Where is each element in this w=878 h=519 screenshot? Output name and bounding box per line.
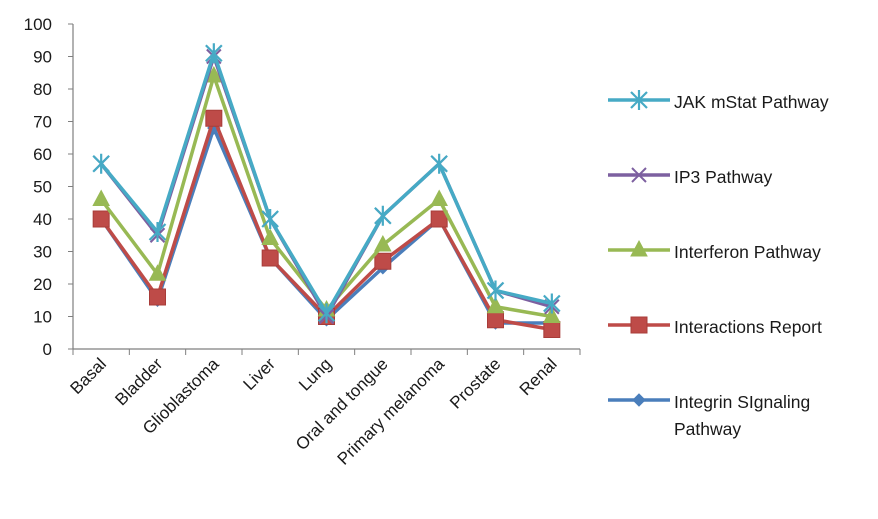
legend-label: Interferon Pathway <box>674 242 821 262</box>
y-tick-label: 60 <box>33 145 52 164</box>
legend-item: JAK mStat Pathway <box>606 88 876 163</box>
data-point <box>148 222 167 242</box>
data-point <box>317 303 336 324</box>
legend: JAK mStat Pathway IP3 Pathway Interferon P… <box>606 88 876 463</box>
data-point <box>261 209 279 229</box>
legend-swatch <box>608 239 670 257</box>
data-point <box>148 264 167 281</box>
series-line <box>99 54 553 319</box>
legend-label: JAK mStat Pathway <box>674 92 829 112</box>
series-layer <box>92 43 561 338</box>
x-tick-label: Bladder <box>111 354 166 409</box>
data-point <box>430 210 448 228</box>
data-point <box>261 249 279 267</box>
series-line <box>99 126 552 325</box>
data-point <box>92 189 111 206</box>
data-point <box>543 293 561 314</box>
data-point <box>430 153 448 174</box>
series-line <box>99 51 553 315</box>
series-line <box>99 116 553 332</box>
y-tick-label: 30 <box>33 243 52 262</box>
x-tick-label: Liver <box>239 354 279 394</box>
data-point <box>374 205 392 226</box>
legend-item: Interactions Report <box>606 313 876 388</box>
data-point <box>430 189 449 206</box>
data-point <box>486 280 505 301</box>
legend-swatch <box>608 316 670 334</box>
x-tick-label: Renal <box>516 354 561 399</box>
y-tick-label: 80 <box>33 80 52 99</box>
data-point <box>542 306 561 323</box>
legend-item: Interferon Pathway <box>606 238 876 313</box>
x-tick-label: Primary melanoma <box>334 354 449 469</box>
data-point <box>205 43 223 64</box>
y-tick-label: 20 <box>33 275 52 294</box>
series-interferon-pathway <box>92 65 561 323</box>
data-point <box>92 153 110 174</box>
data-point <box>261 228 280 245</box>
data-point <box>149 288 166 306</box>
legend-swatch <box>608 90 670 110</box>
data-point <box>543 321 561 338</box>
x-tick-label: Basal <box>66 354 110 398</box>
y-tick-label: 90 <box>33 48 52 67</box>
data-point <box>92 210 110 228</box>
y-tick-label: 40 <box>33 210 52 229</box>
data-point <box>374 252 392 270</box>
legend-item: IP3 Pathway <box>606 163 876 238</box>
data-point <box>373 234 392 252</box>
legend-label: Integrin SIgnaling Pathway <box>674 392 811 439</box>
legend-marker <box>630 239 648 257</box>
legend-marker <box>632 393 646 407</box>
y-tick-label: 50 <box>33 178 52 197</box>
legend-label: Interactions Report <box>674 317 822 337</box>
legend-item: Integrin SIgnaling Pathway <box>606 388 876 463</box>
data-point <box>487 311 504 329</box>
legend-marker <box>630 90 648 110</box>
legend-marker <box>630 316 648 334</box>
legend-swatch <box>608 167 670 183</box>
axes <box>68 23 581 355</box>
x-tick-label: Prostate <box>446 354 504 412</box>
legend-swatch <box>608 393 670 407</box>
y-tick-label: 10 <box>33 308 52 327</box>
y-tick-label: 0 <box>43 340 52 359</box>
y-tick-label: 70 <box>33 113 52 132</box>
legend-marker <box>631 167 647 183</box>
data-point <box>205 109 223 127</box>
y-tick-labels: 0 10 20 30 40 50 60 70 80 90 100 <box>24 15 52 359</box>
series-jak-mstat-pathway <box>92 43 561 324</box>
legend-label: IP3 Pathway <box>674 167 773 187</box>
y-tick-label: 100 <box>24 15 52 34</box>
data-point <box>486 296 505 314</box>
x-tick-label: Lung <box>295 354 335 394</box>
